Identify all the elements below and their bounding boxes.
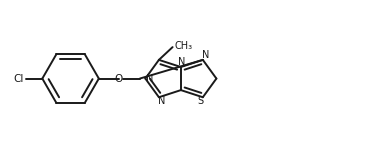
Text: N: N xyxy=(202,50,210,60)
Text: CH₃: CH₃ xyxy=(174,41,192,51)
Text: N: N xyxy=(158,96,165,106)
Text: N: N xyxy=(178,57,185,67)
Text: O: O xyxy=(115,74,123,84)
Text: N: N xyxy=(146,74,154,84)
Text: S: S xyxy=(197,96,203,106)
Text: Cl: Cl xyxy=(14,74,24,84)
